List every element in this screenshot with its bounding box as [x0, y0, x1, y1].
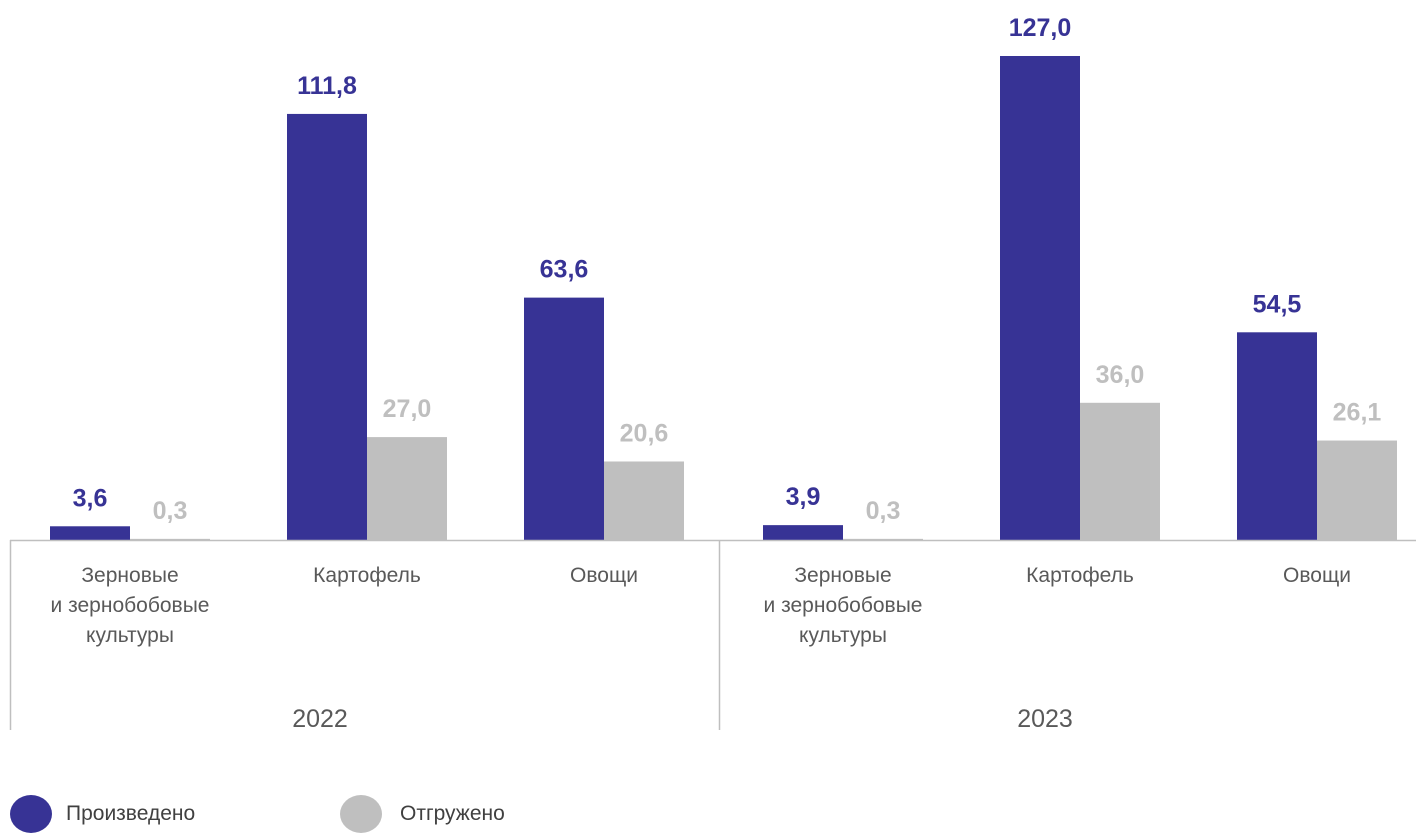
value-label-2023-grain-shipped: 0,3	[866, 497, 901, 525]
value-label-2022-potato-produced: 111,8	[297, 72, 357, 100]
value-label-2023-vegetables-shipped: 26,1	[1333, 399, 1382, 427]
value-label-2023-potato-shipped: 36,0	[1096, 361, 1145, 389]
legend-label-shipped: Отгружено	[400, 802, 505, 825]
bars-layer	[50, 56, 1397, 541]
value-label-2022-potato-shipped: 27,0	[383, 395, 432, 423]
value-label-2023-potato-produced: 127,0	[1009, 14, 1072, 42]
value-label-2022-vegetables-shipped: 20,6	[620, 419, 669, 447]
category-labels-layer: Зерновые и зернобобовые культуры Картофель О…	[51, 564, 1351, 733]
legend-label-produced: Произведено	[66, 802, 196, 825]
value-label-2022-vegetables-produced: 63,6	[540, 256, 589, 284]
bar-2022-vegetables-produced	[524, 297, 604, 540]
category-label-2023-potato: Картофель	[1026, 564, 1134, 587]
bar-2023-potato-shipped	[1080, 402, 1160, 540]
bar-2022-potato-produced	[287, 113, 367, 541]
category-label-2022-vegetables: Овощи	[570, 564, 638, 587]
category-label-2022-grain: Зерновые	[81, 564, 178, 587]
bar-2023-vegetables-shipped	[1317, 440, 1397, 540]
legend-swatch-produced	[10, 795, 52, 833]
category-label-2022-grain: и зернобобовые	[51, 594, 210, 617]
category-label-2023-grain: культуры	[799, 624, 887, 647]
legend-swatch-shipped	[340, 795, 382, 833]
category-label-2022-potato: Картофель	[313, 564, 421, 587]
value-label-2023-grain-produced: 3,9	[786, 483, 821, 511]
group-label-2023: 2023	[1017, 705, 1073, 733]
value-label-2022-grain-produced: 3,6	[73, 484, 108, 512]
bar-2022-grain-produced	[50, 526, 130, 540]
bar-2022-grain-shipped	[130, 538, 210, 540]
category-label-2022-grain: культуры	[86, 624, 174, 647]
bar-chart: 3,6 0,3 111,8 27,0 63,6 20,6 3,9 0,3 127,0 36,0 54…	[9, 14, 1416, 733]
bar-2022-potato-shipped	[367, 437, 447, 540]
group-label-2022: 2022	[292, 705, 348, 733]
bar-2023-potato-produced	[1000, 56, 1080, 540]
value-label-2023-vegetables-produced: 54,5	[1253, 290, 1302, 318]
bar-2023-grain-produced	[763, 525, 843, 540]
category-label-2023-grain: и зернобобовые	[764, 594, 923, 617]
category-label-2023-vegetables: Овощи	[1283, 564, 1351, 587]
value-label-2022-grain-shipped: 0,3	[153, 497, 188, 525]
category-label-2023-grain: Зерновые	[794, 564, 891, 587]
value-labels-layer: 3,6 0,3 111,8 27,0 63,6 20,6 3,9 0,3 127,0 36,0 54…	[73, 14, 1382, 525]
bar-2022-vegetables-shipped	[604, 461, 684, 540]
bar-2023-vegetables-produced	[1237, 332, 1317, 540]
bar-2023-grain-shipped	[843, 538, 923, 540]
axes-layer	[9, 539, 1416, 730]
